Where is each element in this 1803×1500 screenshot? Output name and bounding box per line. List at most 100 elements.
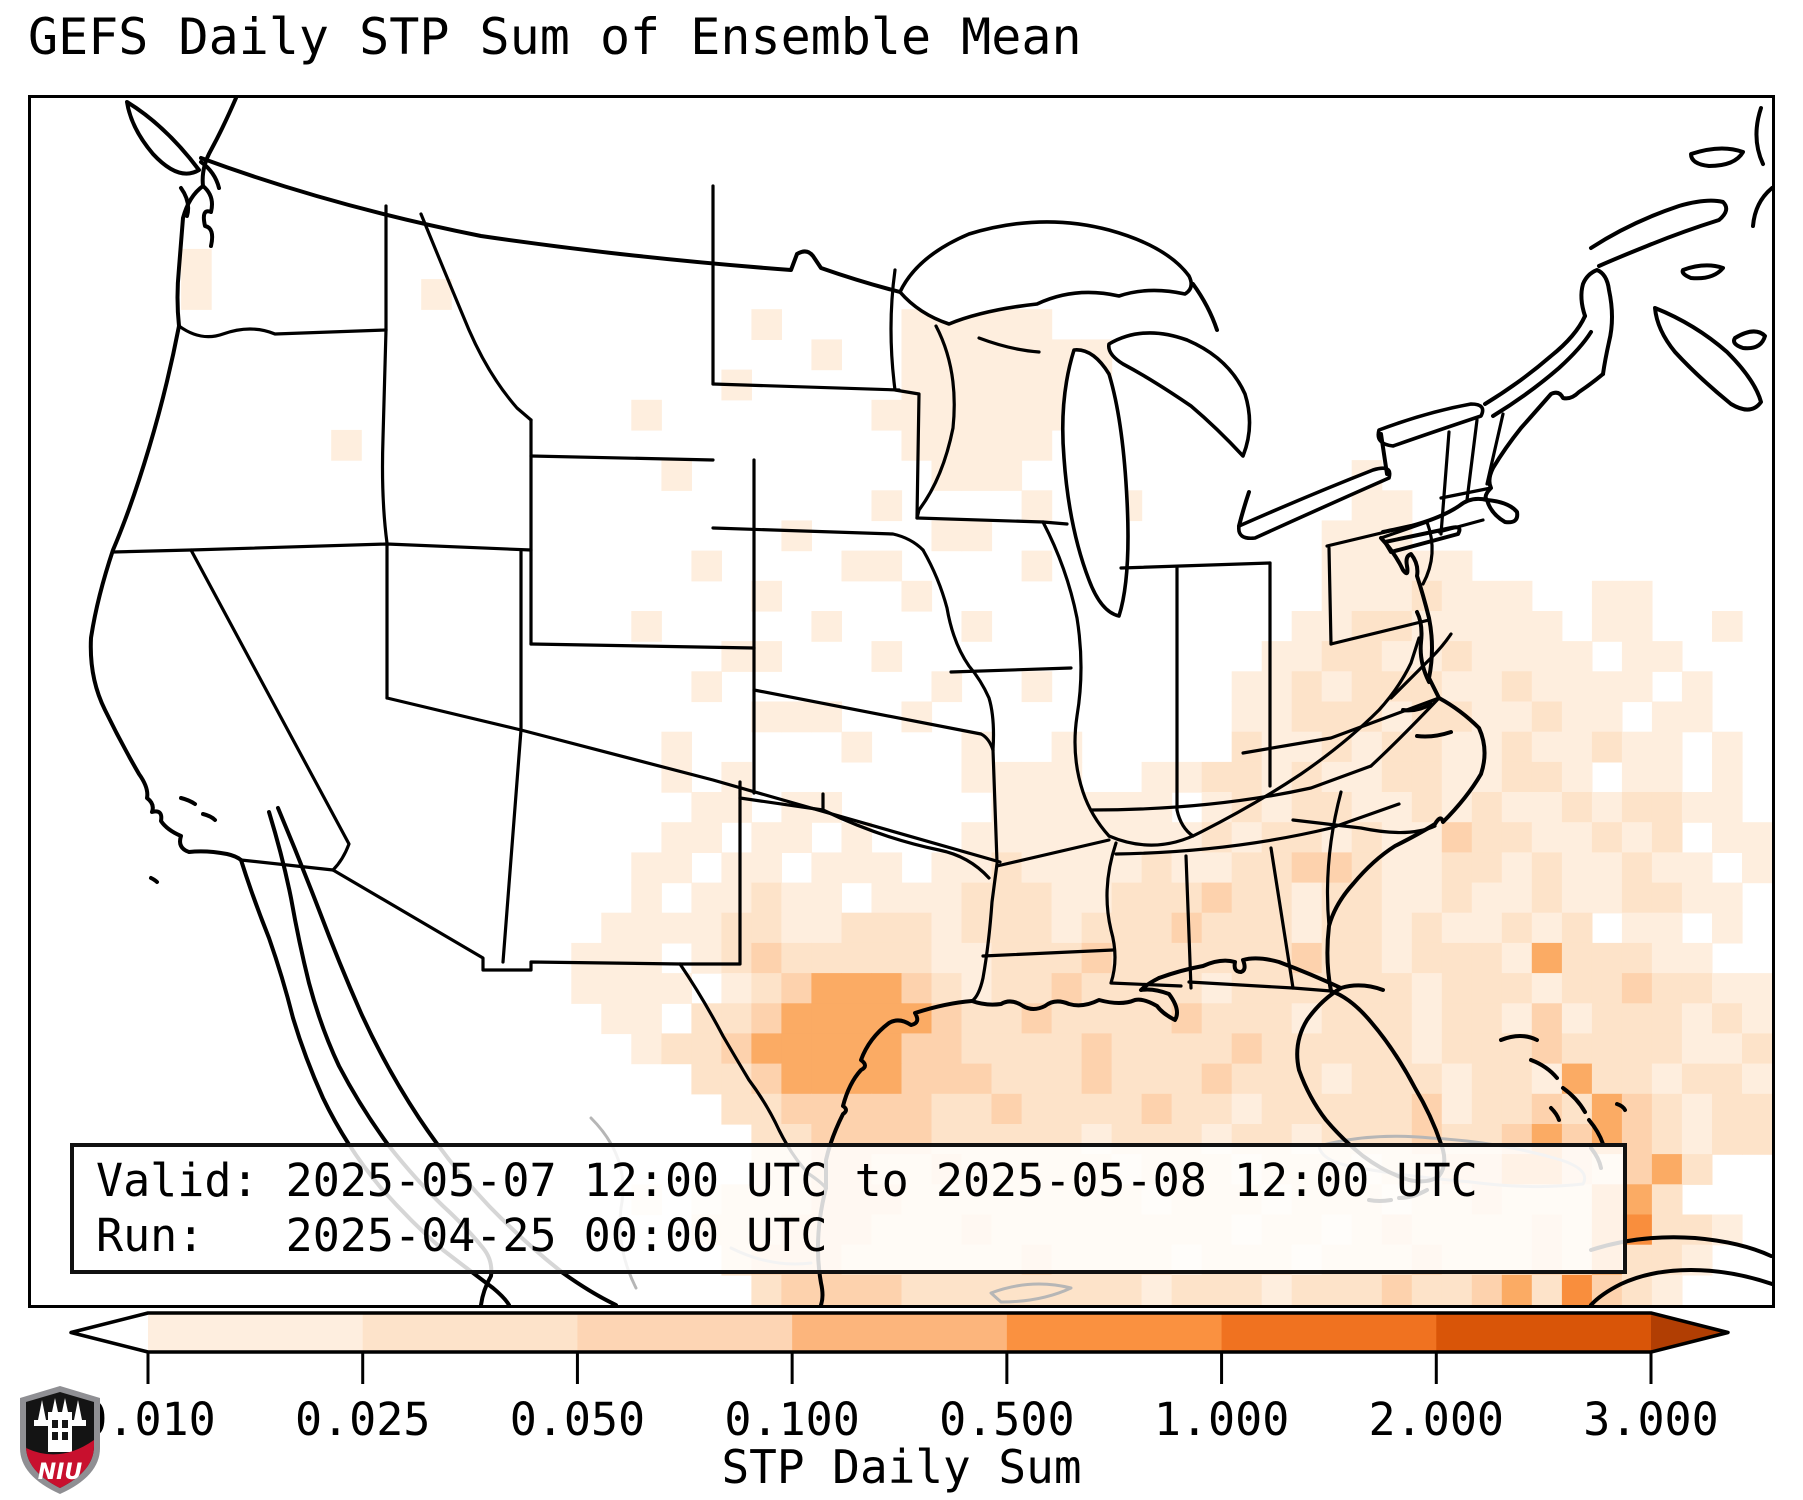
lake-michigan <box>1060 348 1130 618</box>
parallel-42n <box>111 542 533 554</box>
great-lakes <box>898 220 1485 618</box>
border-superior-huron-link <box>1191 282 1219 332</box>
id-mt-border <box>419 212 533 422</box>
bc-washington-coast <box>175 98 238 328</box>
ny-pa-border <box>1325 520 1429 548</box>
valid-line: Valid: 2025-05-07 12:00 UTC to 2025-05-0… <box>96 1154 1478 1207</box>
logo-castle-icon <box>34 1398 86 1452</box>
mn-ia-border <box>915 516 1045 524</box>
al-ga-border <box>1269 846 1295 990</box>
mt-wy-border <box>529 454 715 462</box>
mn-nd-border <box>889 268 921 520</box>
detroit-river <box>1237 490 1251 528</box>
wi-il-border <box>1041 520 1069 526</box>
lake-huron <box>1106 331 1252 458</box>
ky-tn-border <box>1089 764 1373 812</box>
logo-niu-text: NIU <box>38 1460 83 1485</box>
gulf-coast-panhandle <box>1157 956 1343 990</box>
wa-or-border <box>177 324 388 339</box>
svg-text:3.000: 3.000 <box>1583 1393 1718 1446</box>
anticosti-island <box>1689 146 1745 168</box>
or-id-border <box>380 328 389 545</box>
az-nm-border <box>501 728 523 964</box>
canada-border-49n <box>199 156 902 294</box>
nc-va-border <box>1241 696 1441 755</box>
new-england-coast <box>1381 372 1605 534</box>
svg-text:2.000: 2.000 <box>1369 1393 1504 1446</box>
ky-va-border <box>1369 696 1441 768</box>
southeast-coast <box>1325 696 1487 993</box>
conus-map <box>88 98 1772 1305</box>
ca-mx-border <box>239 858 335 872</box>
ohio-river <box>1107 636 1421 847</box>
svg-text:0.050: 0.050 <box>510 1393 645 1446</box>
ga-sc-border <box>1325 790 1343 928</box>
nd-sd-border <box>711 382 901 392</box>
ca-nv-diagonal <box>189 548 351 872</box>
sd-ne-border <box>711 526 925 552</box>
channel-islands <box>149 796 217 884</box>
texas-coast <box>824 999 974 1190</box>
logo-red-band <box>26 1440 94 1488</box>
newfoundland-edge <box>1751 106 1772 228</box>
baja-outer-coast <box>239 858 511 1305</box>
colorbar-label: STP Daily Sum <box>721 1440 1082 1494</box>
maine-canada-border <box>1579 268 1614 376</box>
map-panel <box>28 95 1775 1308</box>
svg-text:0.500: 0.500 <box>939 1393 1074 1446</box>
gaspe-peninsula <box>1589 198 1729 268</box>
tn-south-border <box>1114 802 1401 856</box>
st-lawrence-river <box>1483 314 1593 418</box>
missouri-river-ne <box>921 548 996 752</box>
la-ms-border <box>1105 841 1183 988</box>
mo-ar-border <box>995 838 1111 868</box>
svg-text:0.010: 0.010 <box>80 1393 215 1446</box>
fl-north-border <box>1187 980 1333 993</box>
svg-text:1.000: 1.000 <box>1154 1393 1289 1446</box>
ny-newengland-border <box>1439 430 1451 536</box>
wi-mn-border <box>915 324 956 520</box>
colorbar: 0.010 0.025 0.050 0.100 0.500 1.000 2.000 3.000 <box>0 1307 1803 1500</box>
louisiana-coast-delta <box>970 976 1179 1022</box>
prince-edward-island <box>1680 263 1725 281</box>
lake-erie <box>1237 466 1392 541</box>
pacific-coast <box>88 324 243 862</box>
page-title: GEFS Daily STP Sum of Ensemble Mean <box>28 8 1082 66</box>
wy-south-border <box>529 642 756 650</box>
mi-south-border <box>1119 561 1272 570</box>
nm-tx-border <box>678 780 742 966</box>
delaware-river <box>1421 520 1434 586</box>
nc-sc-border <box>1291 818 1437 835</box>
ma-ct-ri-border <box>1437 518 1485 534</box>
parallel-37n <box>385 696 1002 864</box>
lake-ontario <box>1376 402 1485 448</box>
niu-logo: NIU <box>20 1386 100 1494</box>
mid-atlantic-coast <box>1379 536 1441 700</box>
az-nm-mx-border <box>331 868 682 972</box>
ok-panhandle <box>738 792 825 812</box>
il-in-border <box>1175 566 1195 838</box>
ok-ar-border <box>970 862 999 1003</box>
nh-me-border <box>1485 412 1505 486</box>
ms-al-border <box>1184 854 1193 990</box>
state-borders <box>111 184 1505 1190</box>
mason-dixon-line <box>1329 618 1431 646</box>
svg-text:0.025: 0.025 <box>295 1393 430 1446</box>
ia-mo-border <box>949 666 1073 674</box>
red-river <box>821 808 991 880</box>
nj-ny-border <box>1379 520 1429 540</box>
wi-mi-border <box>977 336 1041 354</box>
valid-run-box: Valid: 2025-05-07 12:00 UTC to 2025-05-0… <box>70 1143 1627 1274</box>
colorbar-svg: 0.010 0.025 0.050 0.100 0.500 1.000 2.000 3.000 <box>69 1311 1730 1446</box>
mexico-gray-line-3 <box>989 1282 1073 1304</box>
ar-la-border <box>981 948 1115 958</box>
nova-scotia <box>1653 306 1767 412</box>
lake-superior <box>898 220 1194 326</box>
vt-nh-border <box>1465 418 1479 502</box>
va-wv-border <box>1389 632 1453 700</box>
mississippi-river-upper <box>1041 520 1111 838</box>
svg-text:0.100: 0.100 <box>724 1393 859 1446</box>
ma-north-border <box>1439 486 1493 500</box>
niagara-river <box>1379 432 1389 476</box>
run-line: Run: 2025-04-25 00:00 UTC <box>96 1209 828 1262</box>
